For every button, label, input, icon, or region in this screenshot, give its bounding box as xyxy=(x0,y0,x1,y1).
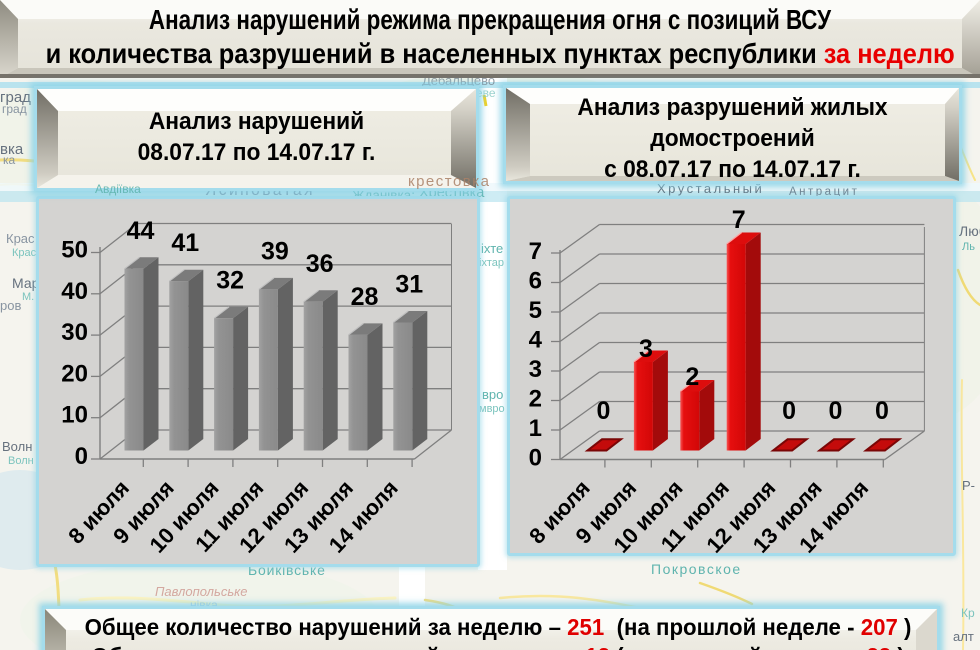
svg-text:7: 7 xyxy=(732,206,746,234)
svg-text:36: 36 xyxy=(306,250,334,278)
svg-text:1: 1 xyxy=(529,415,542,442)
svg-text:39: 39 xyxy=(261,237,289,265)
svg-text:10: 10 xyxy=(61,402,88,429)
svg-text:Хрустальный: Хрустальный xyxy=(657,181,764,196)
svg-text:Ль: Ль xyxy=(962,241,975,253)
svg-text:Волн: Волн xyxy=(2,439,32,454)
svg-text:2: 2 xyxy=(685,363,699,391)
svg-text:0: 0 xyxy=(782,397,796,425)
svg-text:20: 20 xyxy=(61,360,88,387)
svg-text:28: 28 xyxy=(351,283,379,311)
svg-text:4: 4 xyxy=(529,327,543,354)
svg-text:7: 7 xyxy=(529,238,542,265)
svg-text:Волн: Волн xyxy=(8,455,34,467)
svg-text:Антрацит: Антрацит xyxy=(789,186,859,198)
svg-text:2: 2 xyxy=(529,386,542,413)
svg-text:44: 44 xyxy=(127,217,155,245)
svg-text:Мар: Мар xyxy=(12,275,40,291)
svg-text:ров: ров xyxy=(0,298,21,313)
svg-text:41: 41 xyxy=(171,229,199,257)
svg-text:мвро: мвро xyxy=(479,403,505,415)
svg-text:40: 40 xyxy=(61,278,88,305)
svg-text:град: град xyxy=(2,102,27,116)
svg-text:Покровское: Покровское xyxy=(651,561,742,577)
svg-text:Авдіївка: Авдіївка xyxy=(95,182,141,196)
svg-text:Крас: Крас xyxy=(6,231,35,246)
svg-text:0: 0 xyxy=(875,397,889,425)
svg-text:31: 31 xyxy=(395,271,423,299)
svg-text:алт: алт xyxy=(953,629,974,644)
svg-text:іхтар: іхтар xyxy=(479,257,504,269)
svg-text:Павлопольське: Павлопольське xyxy=(155,584,248,599)
svg-text:32: 32 xyxy=(216,266,244,294)
svg-text:3: 3 xyxy=(639,335,653,363)
svg-text:0: 0 xyxy=(529,445,542,472)
svg-text:0: 0 xyxy=(75,443,88,470)
svg-text:3: 3 xyxy=(529,356,542,383)
svg-text:іхте: іхте xyxy=(481,241,503,256)
svg-text:М.: М. xyxy=(22,291,34,303)
svg-text:вка: вка xyxy=(0,141,24,158)
svg-text:50: 50 xyxy=(61,237,88,264)
svg-text:5: 5 xyxy=(529,297,542,324)
svg-text:6: 6 xyxy=(529,268,542,295)
svg-text:0: 0 xyxy=(829,397,843,425)
svg-text:град: град xyxy=(0,89,31,106)
svg-text:30: 30 xyxy=(61,319,88,346)
svg-text:Крас: Крас xyxy=(12,247,37,259)
svg-text:Р-: Р- xyxy=(962,478,975,493)
svg-text:ка: ка xyxy=(3,153,16,167)
svg-text:Кр: Кр xyxy=(961,606,975,620)
svg-text:Люб: Люб xyxy=(959,223,980,239)
svg-text:вро: вро xyxy=(482,387,503,402)
svg-text:крестовка: крестовка xyxy=(408,173,491,190)
svg-text:0: 0 xyxy=(597,397,611,425)
